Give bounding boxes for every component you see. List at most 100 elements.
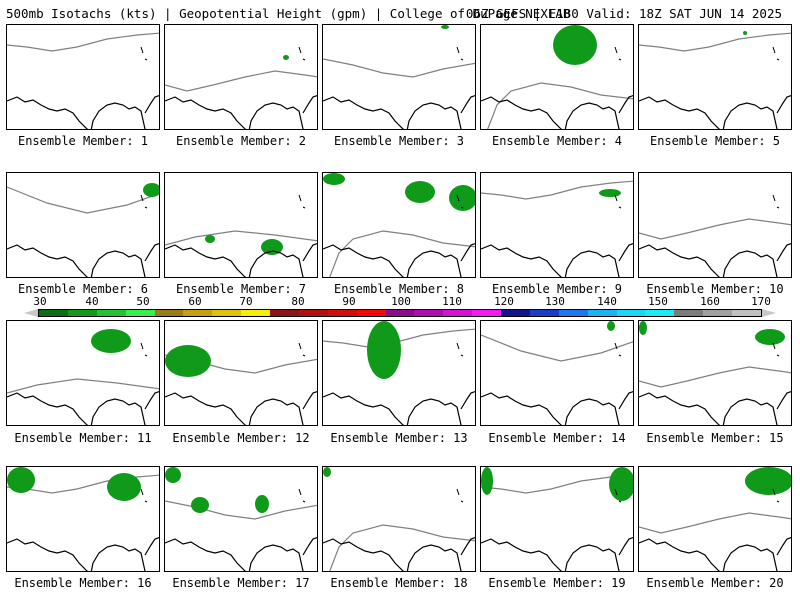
colorbar-tick: 90 (342, 295, 356, 308)
isotach-area (755, 329, 785, 345)
colorbar-segment (587, 310, 617, 316)
colorbar-segment (96, 310, 126, 316)
isotach-area (745, 467, 791, 495)
colorbar-segment (472, 310, 501, 316)
coastline (481, 243, 633, 277)
island-outline (456, 194, 464, 209)
height-contour (7, 378, 159, 394)
colorbar-segment (385, 310, 415, 316)
panel-map-13 (323, 321, 475, 425)
height-contour (329, 230, 475, 277)
height-contour (481, 334, 633, 362)
ensemble-panel-14 (480, 320, 634, 426)
isotach-area (255, 495, 269, 513)
ensemble-panel-15 (638, 320, 792, 426)
colorbar-segment (241, 310, 270, 316)
coastline (639, 243, 791, 277)
island-outline (140, 342, 148, 357)
colorbar-tick: 120 (494, 295, 514, 308)
ensemble-panel-8 (322, 172, 476, 278)
isotach-area (553, 25, 597, 65)
island-outline (140, 488, 148, 503)
panel-map-14 (481, 321, 633, 425)
ensemble-panel-9 (480, 172, 634, 278)
coastline (481, 95, 633, 129)
isotach-area (205, 235, 215, 243)
panel-map-16 (7, 467, 159, 571)
panel-label-9: Ensemble Member: 9 (491, 282, 623, 296)
island-outline (298, 488, 306, 503)
coastline (323, 537, 475, 571)
colorbar-tick: 60 (188, 295, 202, 308)
island-outline (140, 194, 148, 209)
colorbar-right-arrow (762, 309, 776, 317)
panel-map-17 (165, 467, 317, 571)
panel-map-10 (639, 194, 791, 277)
colorbar-tick: 170 (751, 295, 771, 308)
height-contour (165, 500, 317, 520)
island-outline (298, 46, 306, 61)
ensemble-panel-19 (480, 466, 634, 572)
coastline (481, 537, 633, 571)
panel-label-6: Ensemble Member: 6 (17, 282, 149, 296)
island-outline (614, 342, 622, 357)
colorbar-left-arrow (24, 309, 38, 317)
panel-map-7 (165, 194, 317, 277)
island-outline (456, 488, 464, 503)
panel-label-7: Ensemble Member: 7 (175, 282, 307, 296)
coastline (323, 391, 475, 425)
island-outline (298, 194, 306, 209)
colorbar-segment (212, 310, 242, 316)
island-outline (456, 342, 464, 357)
colorbar-segment (327, 310, 357, 316)
coastline (7, 95, 159, 129)
colorbar-segment (125, 310, 155, 316)
colorbar-tick: 150 (648, 295, 668, 308)
colorbar-segment (443, 310, 473, 316)
colorbar-segment (645, 310, 675, 316)
header-title: 500mb Isotachs (kts) | Geopotential Heig… (6, 6, 571, 21)
isotach-area (599, 189, 621, 197)
ensemble-panel-2 (164, 24, 318, 130)
ensemble-panel-4 (480, 24, 634, 130)
ensemble-panel-13 (322, 320, 476, 426)
height-contour (639, 366, 791, 388)
isotach-area (323, 467, 331, 477)
panel-label-19: Ensemble Member: 19 (488, 576, 626, 590)
height-contour (329, 524, 475, 571)
ensemble-panel-17 (164, 466, 318, 572)
isotach-area (481, 467, 493, 495)
isotach-area (323, 173, 345, 185)
isotach-area (449, 185, 475, 211)
colorbar-tick: 100 (391, 295, 411, 308)
island-outline (772, 46, 780, 61)
panel-map-12 (165, 342, 317, 425)
ensemble-panel-12 (164, 320, 318, 426)
colorbar-segment (67, 310, 97, 316)
isotach-area (405, 181, 435, 203)
panel-label-18: Ensemble Member: 18 (330, 576, 468, 590)
panel-map-4 (481, 25, 633, 129)
colorbar-segment (703, 310, 732, 316)
panel-map-3 (323, 25, 475, 129)
colorbar-tick: 70 (239, 295, 253, 308)
ensemble-panel-11 (6, 320, 160, 426)
ensemble-panel-1 (6, 24, 160, 130)
coastline (7, 391, 159, 425)
coastline (481, 391, 633, 425)
panel-label-8: Ensemble Member: 8 (333, 282, 465, 296)
isotach-area (7, 467, 35, 493)
panel-map-9 (481, 180, 633, 277)
colorbar-tick: 130 (545, 295, 565, 308)
colorbar-segment (270, 310, 299, 316)
height-contour (323, 58, 475, 78)
coastline (165, 95, 317, 129)
isotach-area (367, 321, 401, 379)
panel-label-1: Ensemble Member: 1 (17, 134, 149, 148)
isotach-area (283, 55, 289, 60)
coastline (323, 243, 475, 277)
panel-label-17: Ensemble Member: 17 (172, 576, 310, 590)
colorbar-segment (529, 310, 559, 316)
panel-label-12: Ensemble Member: 12 (172, 431, 310, 445)
colorbar-tick: 140 (597, 295, 617, 308)
